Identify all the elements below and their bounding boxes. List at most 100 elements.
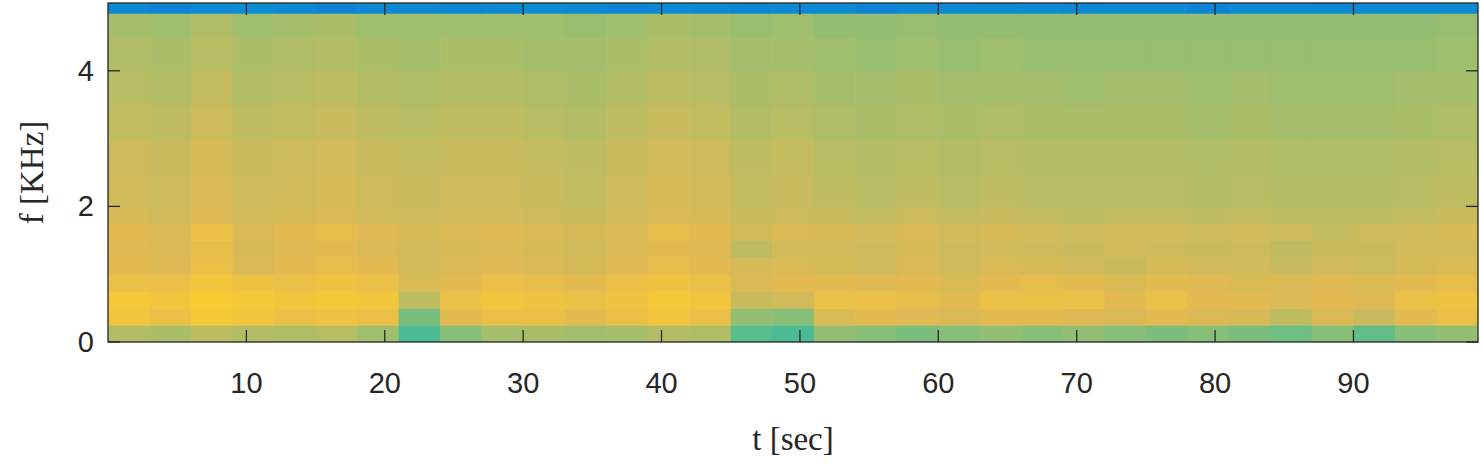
cell <box>1187 223 1229 241</box>
cell <box>731 37 773 72</box>
cell <box>1021 71 1063 106</box>
cell <box>897 240 939 258</box>
cell <box>1395 37 1437 72</box>
cell <box>1270 223 1312 241</box>
x-tick <box>1076 330 1077 342</box>
cell <box>1436 325 1478 342</box>
cell <box>938 308 980 326</box>
cell <box>1353 291 1395 309</box>
cell <box>440 206 482 224</box>
cell <box>1063 3 1105 14</box>
cell <box>1312 257 1354 275</box>
cell <box>1436 206 1478 224</box>
cell <box>233 37 275 72</box>
cell <box>1229 308 1271 326</box>
cell <box>980 257 1022 275</box>
cell <box>1395 173 1437 208</box>
cell <box>440 274 482 292</box>
cell <box>1270 257 1312 275</box>
cell <box>1353 325 1395 342</box>
cell <box>1063 325 1105 342</box>
cell <box>440 37 482 72</box>
cell <box>399 325 441 342</box>
cell <box>440 240 482 258</box>
cell <box>565 139 607 174</box>
cell <box>1021 291 1063 309</box>
cell <box>191 3 233 14</box>
cell <box>980 308 1022 326</box>
cell <box>938 3 980 14</box>
cell <box>316 37 358 72</box>
cell <box>1146 325 1188 342</box>
cell <box>1104 71 1146 106</box>
cell <box>150 325 192 342</box>
cell <box>648 206 690 224</box>
cell <box>772 257 814 275</box>
cell <box>1312 37 1354 72</box>
cell <box>897 291 939 309</box>
cell <box>606 274 648 292</box>
cell <box>1353 206 1395 224</box>
cell <box>814 71 856 106</box>
cell <box>772 139 814 174</box>
cell <box>191 291 233 309</box>
cell <box>897 308 939 326</box>
cell <box>1021 240 1063 258</box>
cell <box>523 308 565 326</box>
cell <box>108 3 150 14</box>
cell <box>274 257 316 275</box>
cell <box>1063 173 1105 208</box>
cell <box>1395 223 1437 241</box>
cell <box>482 37 524 72</box>
cell <box>772 71 814 106</box>
cell <box>731 291 773 309</box>
cell <box>191 37 233 72</box>
cell <box>399 173 441 208</box>
x-tick-label: 10 <box>230 367 262 399</box>
cell <box>606 206 648 224</box>
cell <box>233 3 275 14</box>
cell <box>1353 257 1395 275</box>
cell <box>1146 3 1188 14</box>
cell <box>1436 240 1478 258</box>
cell <box>1270 325 1312 342</box>
cell <box>233 206 275 224</box>
cell <box>689 308 731 326</box>
cell <box>814 173 856 208</box>
cell <box>855 13 897 37</box>
cell <box>1104 274 1146 292</box>
cell <box>772 291 814 309</box>
cell <box>1021 206 1063 224</box>
cell <box>233 257 275 275</box>
cell <box>399 274 441 292</box>
cell <box>1187 257 1229 275</box>
cell <box>1146 173 1188 208</box>
cell <box>606 3 648 14</box>
cell <box>772 206 814 224</box>
cell <box>440 257 482 275</box>
cell <box>565 105 607 140</box>
cell <box>1395 13 1437 37</box>
x-tick-top <box>523 3 524 15</box>
cell <box>108 291 150 309</box>
x-tick <box>1214 330 1215 342</box>
cell <box>523 240 565 258</box>
cell <box>523 291 565 309</box>
cell <box>1063 37 1105 72</box>
cell <box>523 13 565 37</box>
cell <box>648 3 690 14</box>
cell <box>399 308 441 326</box>
cell <box>108 37 150 72</box>
cell <box>108 274 150 292</box>
cell <box>565 37 607 72</box>
cell <box>689 291 731 309</box>
cell <box>191 71 233 106</box>
x-tick-top <box>938 3 939 15</box>
cell <box>233 139 275 174</box>
cell <box>1063 274 1105 292</box>
cell <box>1353 13 1395 37</box>
x-tick <box>1353 330 1354 342</box>
cell <box>1187 291 1229 309</box>
cell <box>565 274 607 292</box>
cell <box>440 13 482 37</box>
